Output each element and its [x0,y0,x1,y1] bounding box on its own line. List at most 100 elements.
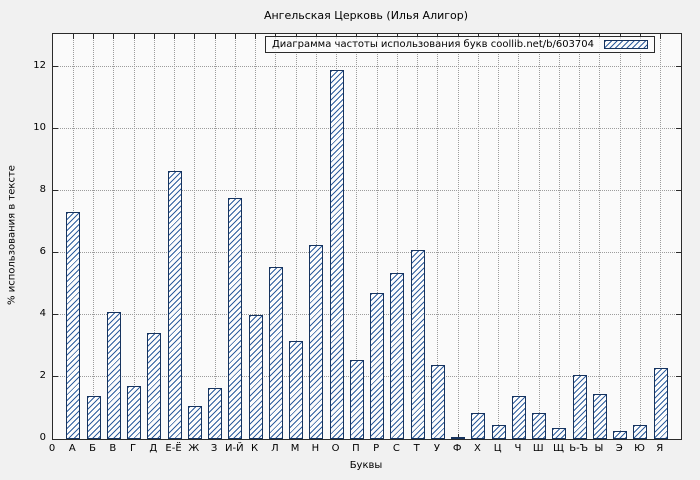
bar [370,293,385,439]
bar [451,437,466,439]
v-gridline [639,34,641,439]
y-tick-label: 10 [33,121,46,133]
v-gridline [214,34,216,439]
h-gridline [53,66,681,68]
bar [309,245,324,439]
x-tick-label: Л [271,443,279,454]
bar [349,359,364,439]
v-gridline [93,34,95,439]
v-gridline [579,34,581,439]
v-gridline [133,34,135,439]
x-tick-label: И-Й [225,443,244,454]
v-gridline [518,34,520,439]
bar [86,395,101,439]
x-tick-mark [457,434,459,439]
x-tick-label: Г [129,443,137,454]
h-gridline [53,190,681,192]
x-tick-mark [93,34,95,39]
bar [106,311,121,439]
v-gridline [113,34,115,439]
v-gridline [619,34,621,439]
v-gridline [477,34,479,439]
x-tick-label: С [392,443,400,454]
x-tick-label: Я [656,443,664,454]
y-tick-mark [53,376,58,378]
x-tick-label: Ы [594,443,604,454]
v-gridline [457,34,459,439]
x-tick-label: Д [149,443,158,454]
legend: Диаграмма частоты использования букв coo… [264,36,655,53]
v-gridline [599,34,601,439]
bar [167,170,182,439]
x-tick-label: Ь-Ъ [569,443,589,454]
h-gridline [53,376,681,378]
bar [552,428,567,439]
x-tick-mark [194,34,196,39]
x-tick-label: Б [89,443,96,454]
bar [127,386,142,439]
v-gridline [194,34,196,439]
y-tick-mark [53,252,58,254]
x-tick-mark [255,34,257,39]
x-tick-label: Х [473,443,481,454]
x-tick-mark [72,34,74,39]
y-tick-label: 12 [33,59,46,71]
v-gridline [356,34,358,439]
y-tick-label: 2 [39,369,46,381]
v-gridline [376,34,378,439]
bar [289,341,304,439]
x-tick-label: М [290,443,300,454]
x-tick-label: Ю [634,443,645,454]
x-tick-label: Ц [493,443,502,454]
x-tick-label: Т [413,443,420,454]
x-tick-label: Э [615,443,623,454]
v-gridline [315,34,317,439]
bar [208,387,223,439]
bar [653,367,668,439]
x-tick-label: П [352,443,360,454]
v-gridline [660,34,662,439]
h-gridline [53,314,681,316]
bar [592,394,607,439]
y-tick-mark [53,314,58,316]
x-axis-label: Буквы [349,460,383,471]
y-tick-mark [676,314,681,316]
y-tick-mark [676,376,681,378]
v-gridline [153,34,155,439]
v-gridline [558,34,560,439]
x-tick-label: Ч [514,443,522,454]
x-tick-mark [214,34,216,39]
x-tick-label: Р [373,443,380,454]
v-gridline [255,34,257,439]
bar [430,364,445,439]
h-gridline [53,252,681,254]
bar [572,375,587,439]
bar [187,406,202,439]
v-gridline [396,34,398,439]
y-tick-label: 4 [39,307,46,319]
y-tick-mark [676,128,681,130]
v-gridline [295,34,297,439]
bar [268,266,283,439]
x-tick-label: Щ [552,443,564,454]
y-tick-mark [676,438,681,440]
x-tick-mark [113,34,115,39]
y-tick-label: 6 [39,245,46,257]
bar [248,314,263,439]
x-tick-mark [234,34,236,39]
bar [147,333,162,439]
x-tick-label: В [109,443,117,454]
y-tick-mark [53,128,58,130]
x-tick-mark [133,34,135,39]
x-tick-label: О [331,443,340,454]
legend-label: Диаграмма частоты использования букв coo… [271,39,594,50]
x-tick-label: Ф [452,443,462,454]
v-gridline [417,34,419,439]
x-tick-label: А [68,443,76,454]
bar [66,212,81,439]
bar [471,412,486,439]
x-tick-mark [660,34,662,39]
y-tick-label: 8 [39,183,46,195]
bar [613,431,628,439]
